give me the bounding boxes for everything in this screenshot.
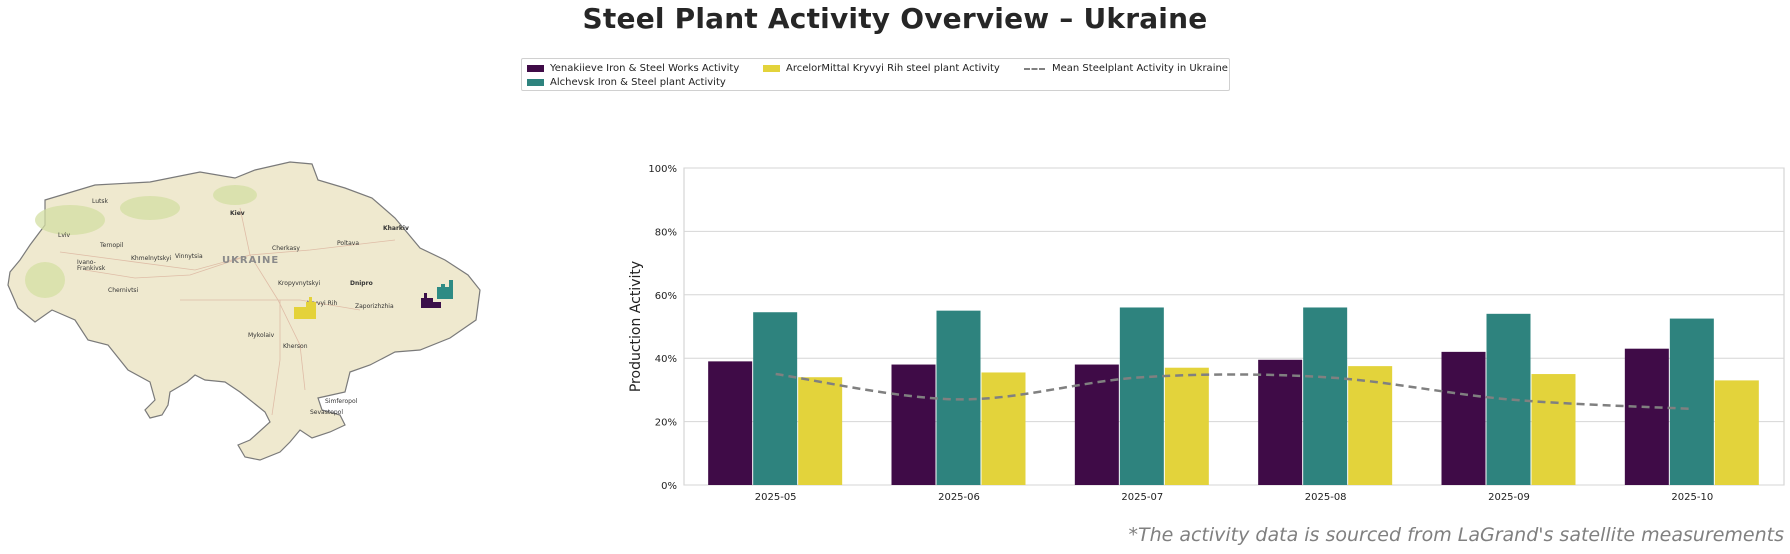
bar xyxy=(1624,348,1669,485)
legend-swatch-arcelor xyxy=(763,65,780,72)
bar xyxy=(1348,366,1393,485)
legend: Yenakiieve Iron & Steel Works Activity A… xyxy=(521,58,1230,91)
svg-text:Khmelnytskyi: Khmelnytskyi xyxy=(131,255,172,262)
y-tick-label: 40% xyxy=(655,354,677,365)
svg-text:Zaporizhzhia: Zaporizhzhia xyxy=(355,303,394,310)
bar xyxy=(981,372,1026,485)
svg-text:Lutsk: Lutsk xyxy=(92,198,109,205)
legend-label-alchevsk: Alchevsk Iron & Steel plant Activity xyxy=(550,77,726,88)
x-tick-label: 2025-09 xyxy=(1488,492,1530,503)
gridlines xyxy=(684,167,1784,486)
arcelor-marker-icon xyxy=(294,297,316,319)
y-tick-label: 60% xyxy=(655,291,677,302)
svg-text:Mykolaiv: Mykolaiv xyxy=(248,332,275,339)
svg-text:Kiev: Kiev xyxy=(230,210,245,217)
bar xyxy=(708,361,753,485)
yenakiieve-marker-icon xyxy=(421,293,441,308)
mean-line xyxy=(775,372,1693,411)
map-roads xyxy=(59,207,396,416)
legend-item-alchevsk: Alchevsk Iron & Steel plant Activity xyxy=(527,77,726,88)
bar xyxy=(1074,364,1119,485)
map-city-labels: Lutsk Kiev Kharkiv Lviv Ternopil Khmelny… xyxy=(58,198,409,416)
map-country-label: UKRAINE xyxy=(222,255,279,266)
svg-text:Sevastopol: Sevastopol xyxy=(310,409,343,416)
legend-line-mean xyxy=(1024,67,1045,70)
map-svg: Lutsk Kiev Kharkiv Lviv Ternopil Khmelny… xyxy=(7,161,481,461)
chart-area: 0% 20% 40% 60% 80% 100% 2025-05 2025-06 2025-07… xyxy=(620,160,1790,520)
svg-text:Vinnytsia: Vinnytsia xyxy=(175,253,203,260)
bar xyxy=(1714,380,1759,485)
svg-text:Frankivsk: Frankivsk xyxy=(77,265,106,272)
y-tick-labels: 0% 20% 40% 60% 80% 100% xyxy=(648,164,677,492)
legend-item-yenakiieve: Yenakiieve Iron & Steel Works Activity xyxy=(527,63,739,74)
svg-text:Simferopol: Simferopol xyxy=(325,398,358,405)
bar xyxy=(1441,351,1486,485)
x-tick-label: 2025-08 xyxy=(1305,492,1347,503)
bar xyxy=(1258,359,1303,485)
x-tick-label: 2025-05 xyxy=(755,492,797,503)
legend-item-arcelor: ArcelorMittal Kryvyi Rih steel plant Act… xyxy=(763,63,1000,74)
x-tick-label: 2025-06 xyxy=(938,492,980,503)
svg-text:Kharkiv: Kharkiv xyxy=(383,225,409,232)
y-tick-label: 0% xyxy=(661,481,677,492)
bar xyxy=(1486,313,1531,485)
x-tick-label: 2025-10 xyxy=(1671,492,1713,503)
svg-text:Dnipro: Dnipro xyxy=(350,280,373,287)
y-tick-label: 80% xyxy=(655,227,677,238)
y-tick-label: 100% xyxy=(648,164,677,175)
bar xyxy=(1119,307,1164,485)
bar xyxy=(753,312,798,485)
x-tick-labels: 2025-05 2025-06 2025-07 2025-08 2025-09 2025-… xyxy=(755,492,1713,503)
plot-frame xyxy=(683,167,1785,486)
svg-text:Kropyvnytskyi: Kropyvnytskyi xyxy=(278,280,320,287)
legend-label-arcelor: ArcelorMittal Kryvyi Rih steel plant Act… xyxy=(786,63,1000,74)
map-forest-patches xyxy=(25,185,257,298)
bar-chart-svg: 0% 20% 40% 60% 80% 100% 2025-05 2025-06 2025-07… xyxy=(628,164,1785,503)
ukraine-outline xyxy=(7,161,481,461)
bar xyxy=(1669,318,1714,485)
bar xyxy=(1164,367,1209,485)
bar xyxy=(798,377,843,485)
svg-text:Kryvyi Rih: Kryvyi Rih xyxy=(307,300,337,307)
legend-label-mean: Mean Steelplant Activity in Ukraine xyxy=(1052,63,1228,74)
bar xyxy=(1303,307,1348,485)
svg-text:Cherkasy: Cherkasy xyxy=(272,245,300,252)
bar xyxy=(891,364,936,485)
svg-text:Chernivtsi: Chernivtsi xyxy=(108,287,139,294)
legend-swatch-yenakiieve xyxy=(527,65,544,72)
alchevsk-marker-icon xyxy=(437,280,453,299)
svg-text:Lviv: Lviv xyxy=(58,232,71,239)
y-axis-label: Production Activity xyxy=(628,261,644,392)
x-tick-label: 2025-07 xyxy=(1121,492,1163,503)
legend-swatch-alchevsk xyxy=(527,79,544,86)
bar xyxy=(1531,374,1576,485)
svg-text:Ternopil: Ternopil xyxy=(99,242,124,249)
ukraine-map: Lutsk Kiev Kharkiv Lviv Ternopil Khmelny… xyxy=(0,160,485,490)
svg-text:Kherson: Kherson xyxy=(283,343,308,350)
y-tick-label: 20% xyxy=(655,418,677,429)
legend-item-mean: Mean Steelplant Activity in Ukraine xyxy=(1024,63,1228,74)
svg-text:Poltava: Poltava xyxy=(337,240,359,247)
footnote: *The activity data is sourced from LaGra… xyxy=(1128,524,1784,546)
bars xyxy=(708,307,1759,485)
svg-text:Ivano-: Ivano- xyxy=(77,259,96,266)
mean-line-path xyxy=(775,372,1693,411)
legend-label-yenakiieve: Yenakiieve Iron & Steel Works Activity xyxy=(550,63,740,74)
chart-title: Steel Plant Activity Overview – Ukraine xyxy=(582,2,1208,35)
